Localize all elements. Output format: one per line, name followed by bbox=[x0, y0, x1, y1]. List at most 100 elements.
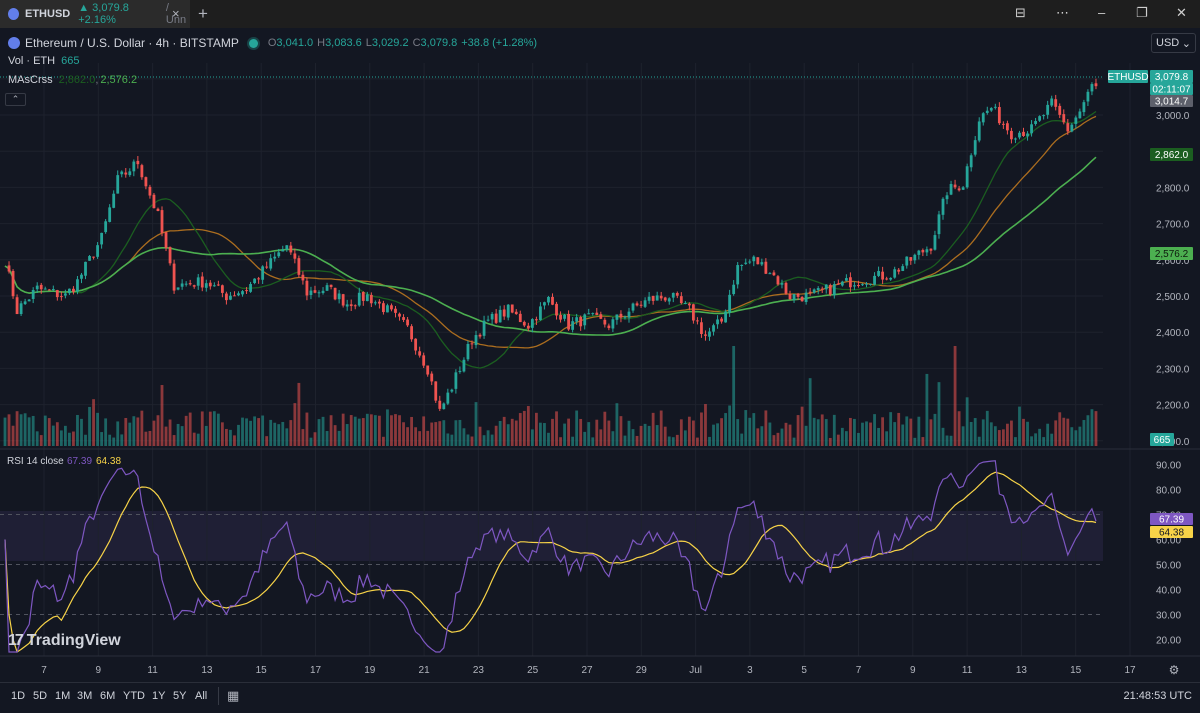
candles bbox=[7, 78, 1098, 412]
candle-body bbox=[277, 252, 281, 257]
candle-body bbox=[1086, 91, 1090, 102]
candle-body bbox=[780, 283, 784, 285]
volume-bar bbox=[518, 413, 522, 446]
range-1m[interactable]: 1M bbox=[55, 690, 71, 702]
candle-body bbox=[434, 381, 438, 401]
volume-bar bbox=[913, 437, 917, 446]
volume-bar bbox=[704, 404, 707, 446]
rsi-tick: 40.00 bbox=[1156, 586, 1181, 597]
volume-bar bbox=[720, 418, 723, 446]
candle-body bbox=[716, 319, 719, 325]
volume-bar bbox=[961, 426, 965, 446]
volume-bar bbox=[768, 422, 772, 446]
volume-bar bbox=[788, 424, 792, 446]
volume-bar bbox=[261, 415, 265, 446]
candle-body bbox=[466, 343, 470, 360]
volume-bar bbox=[265, 436, 269, 446]
more-icon[interactable]: ⋯ bbox=[1056, 5, 1069, 20]
candle-body bbox=[575, 317, 579, 322]
instrument-legend[interactable]: Ethereum / U.S. Dollar · 4h · BITSTAMP O… bbox=[8, 35, 537, 51]
volume-bar bbox=[591, 437, 595, 446]
maximize-icon[interactable]: ❐ bbox=[1136, 5, 1148, 20]
candle-body bbox=[559, 314, 562, 320]
range-5y[interactable]: 5Y bbox=[173, 690, 187, 702]
price-label-3014: 3,014.7 bbox=[1155, 97, 1189, 108]
volume-bar bbox=[220, 422, 224, 446]
range-3m[interactable]: 3M bbox=[77, 690, 93, 702]
range-5d[interactable]: 5D bbox=[33, 690, 48, 702]
volume-bar bbox=[345, 424, 349, 446]
volume-bar bbox=[1050, 433, 1054, 446]
close-label: C bbox=[412, 37, 421, 49]
volume-bar bbox=[708, 436, 711, 446]
browser-tab[interactable]: ETHUSD ▲ 3,079.8 +2.16% / Unn bbox=[0, 0, 190, 28]
volume-bar bbox=[877, 427, 880, 446]
candle-body bbox=[909, 257, 913, 261]
volume-bar bbox=[241, 417, 244, 446]
volume-bar bbox=[458, 419, 462, 446]
layout-icon[interactable]: ⊟ bbox=[1015, 5, 1026, 20]
time-tick: 21 bbox=[419, 665, 431, 676]
time-tick: 3 bbox=[747, 665, 753, 676]
close-window-icon[interactable]: ✕ bbox=[1176, 5, 1187, 20]
candle-body bbox=[543, 302, 546, 306]
volume-bar bbox=[679, 419, 683, 446]
currency-select[interactable]: USD ⌄ bbox=[1151, 33, 1196, 53]
date-range-icon[interactable]: ▦ bbox=[227, 688, 240, 703]
candle-body bbox=[15, 297, 19, 315]
volume-bar bbox=[889, 412, 893, 446]
candle-body bbox=[869, 283, 872, 285]
volume-bar bbox=[317, 419, 321, 446]
candle-body bbox=[615, 314, 619, 320]
volume-bar bbox=[35, 431, 39, 446]
time-tick: 11 bbox=[962, 665, 973, 676]
volume-legend[interactable]: Vol · ETH 665 bbox=[8, 53, 79, 69]
close-value: 3,079.8 bbox=[420, 37, 458, 49]
candle-body bbox=[744, 262, 748, 264]
volume-bar bbox=[603, 411, 607, 446]
candle-body bbox=[377, 301, 381, 304]
range-1y[interactable]: 1Y bbox=[152, 690, 166, 702]
candle-body bbox=[442, 403, 446, 410]
volume-value: 665 bbox=[61, 55, 80, 67]
candle-body bbox=[732, 284, 736, 295]
range-6m[interactable]: 6M bbox=[100, 690, 116, 702]
candle-body bbox=[539, 306, 542, 321]
candle-body bbox=[27, 299, 31, 302]
new-tab-icon[interactable]: + bbox=[198, 4, 208, 23]
candle-body bbox=[502, 309, 506, 317]
volume-bar bbox=[466, 434, 470, 446]
candle-body bbox=[921, 249, 925, 253]
candle-body bbox=[563, 314, 566, 319]
volume-bar bbox=[269, 419, 273, 446]
candle-body bbox=[462, 359, 466, 372]
candle-body bbox=[1094, 83, 1098, 87]
close-tab-icon[interactable]: × bbox=[172, 6, 180, 21]
volume-bar bbox=[494, 425, 498, 446]
time-tick: 7 bbox=[856, 665, 862, 676]
volume-bar bbox=[1030, 436, 1033, 446]
volume-bar bbox=[1066, 418, 1070, 446]
collapse-legend-button[interactable]: ⌃ bbox=[5, 93, 26, 106]
candle-body bbox=[108, 207, 112, 222]
volume-bar bbox=[583, 431, 587, 446]
volume-bar bbox=[474, 402, 478, 446]
minimize-icon[interactable]: – bbox=[1098, 5, 1106, 20]
candle-body bbox=[1030, 124, 1033, 134]
candle-body bbox=[551, 296, 554, 305]
tab-title-rest: / Unn bbox=[165, 2, 187, 26]
volume-bar bbox=[59, 430, 63, 446]
candle-body bbox=[369, 294, 373, 304]
candle-body bbox=[687, 303, 691, 306]
candle-body bbox=[945, 195, 949, 200]
clock[interactable]: 21:48:53 UTC bbox=[1123, 690, 1192, 702]
range-1d[interactable]: 1D bbox=[11, 690, 26, 702]
candle-body bbox=[329, 284, 333, 288]
volume-bar bbox=[627, 420, 631, 446]
ma-legend[interactable]: MAsCrss 2,862.0, 2,576.2 bbox=[8, 74, 138, 86]
range-ytd[interactable]: YTD bbox=[123, 690, 145, 702]
range-all[interactable]: All bbox=[195, 690, 208, 702]
candle-body bbox=[679, 296, 683, 304]
candle-body bbox=[273, 256, 277, 259]
